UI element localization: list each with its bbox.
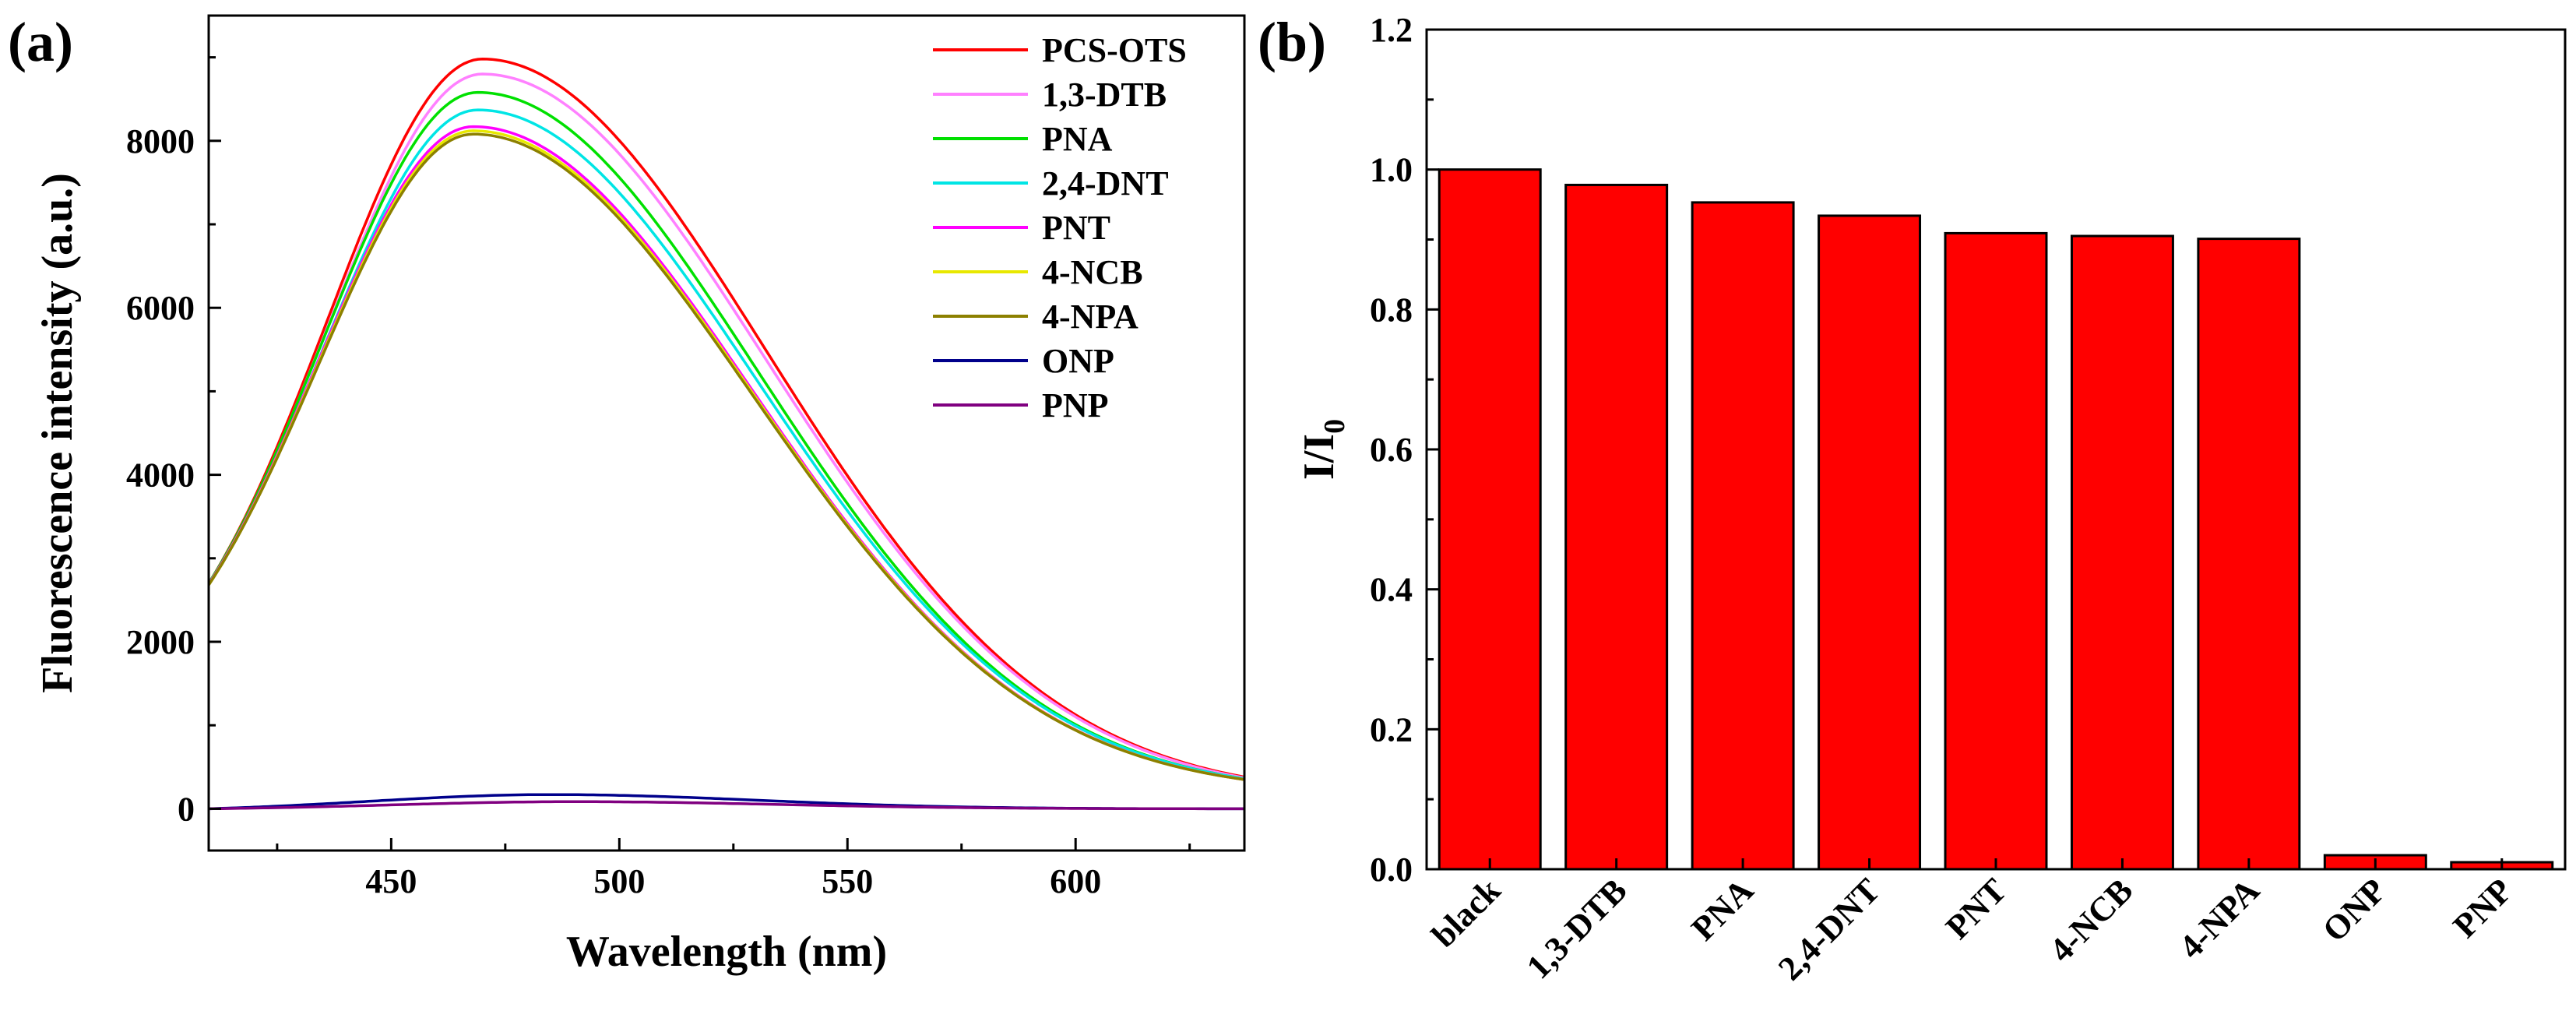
y-tick-label: 0.8 [1370,291,1413,329]
series-line-4-npa [207,132,1245,781]
y-tick-label: 8000 [126,122,195,160]
bar-4-ncb [2070,234,2174,871]
legend-label-1-3-dtb: 1,3-DTB [1042,76,1167,114]
legend-label-2-4-dnt: 2,4-DNT [1042,164,1169,203]
x-tick-label-onp: ONP [2315,871,2393,949]
y-tick-label: 1.0 [1370,151,1413,189]
legend-label-pcs-ots: PCS-OTS [1042,31,1187,69]
bar-1-3-dtb [1564,183,1669,871]
bar-pnt [1944,231,2048,871]
panel-b-bar-chart: (b) 0.0 0.2 0.4 0.6 0.8 1.0 1.2 black 1,3-DTB PNA… [1258,11,2567,988]
legend-label-pnp: PNP [1042,386,1109,424]
x-tick-label: 500 [593,862,645,900]
x-tick-label-pnt: PNT [1938,871,2014,946]
legend-label-pnt: PNT [1042,209,1110,247]
panel-a-series-lines [207,57,1245,811]
bar-2-4-dnt [1818,214,1922,871]
x-tick-label-4-npa: 4-NPA [2172,871,2267,966]
y-tick-label: 0.0 [1370,851,1413,889]
bar-pna [1691,201,1795,871]
panel-b-y-axis-title-subscript: 0 [1318,419,1351,434]
x-tick-label-black: black [1424,871,1508,955]
panel-a-y-axis-title: Fluorescence intensity (a.u.) [33,173,82,693]
y-tick-label: 2000 [126,623,195,661]
panel-b-y-axis-title: I/I0 [1295,419,1351,480]
x-tick-label-pnp: PNP [2446,871,2520,945]
y-tick-label: 4000 [126,456,195,495]
y-tick-label: 0.4 [1370,571,1413,609]
y-tick-label: 0 [178,790,195,828]
panel-b-label: (b) [1258,11,1326,73]
series-line-1-3-dtb [207,72,1245,780]
bar-4-npa [2197,238,2301,871]
x-tick-label-4-ncb: 4-NCB [2042,871,2140,969]
legend-label-pna: PNA [1042,120,1113,158]
y-tick-label: 0.6 [1370,431,1413,469]
x-tick-label-2-4-dnt: 2,4-DNT [1771,871,1888,988]
legend-label-onp: ONP [1042,342,1114,380]
x-tick-label: 550 [822,862,873,900]
legend-label-4-npa: 4-NPA [1042,298,1138,336]
x-tick-label: 600 [1050,862,1101,900]
y-tick-label: 6000 [126,289,195,327]
x-tick-label-pna: PNA [1684,871,1761,948]
panel-b-bars [1438,168,2554,871]
panel-a-plot-frame [207,14,1246,852]
x-tick-label: 450 [365,862,417,900]
panel-b-y-axis-title-main: I/I [1295,434,1343,480]
bar-black [1438,168,1542,871]
panel-a-x-axis-title: Wavelength (nm) [566,928,887,976]
series-line-pnp [208,800,1244,811]
panel-a-legend: PCS-OTS 1,3-DTB PNA 2,4-DNT PNT 4-NCB 4-NPA ONP… [933,31,1187,424]
y-tick-label: 0.2 [1370,710,1413,748]
series-line-pcs-ots [207,57,1245,779]
legend-label-4-ncb: 4-NCB [1042,253,1143,291]
panel-a-label: (a) [8,11,73,73]
series-line-2-4-dnt [207,108,1245,780]
x-tick-label-1-3-dtb: 1,3-DTB [1519,871,1635,986]
y-tick-label: 1.2 [1370,11,1413,49]
